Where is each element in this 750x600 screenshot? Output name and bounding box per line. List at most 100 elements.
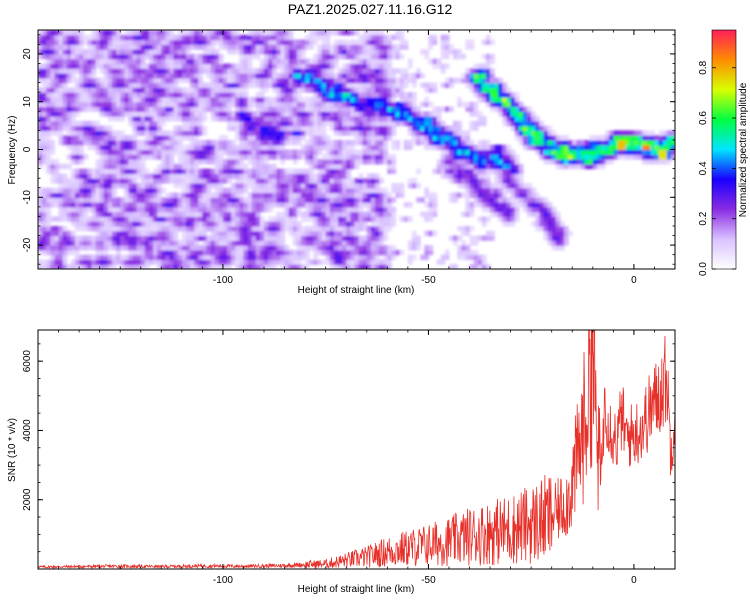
heatmap-cell [514,178,520,184]
heatmap-cell [543,130,549,136]
heatmap-cell [120,235,125,241]
heatmap-cell [346,82,351,88]
heatmap-cell [239,206,245,213]
heatmap-cell [239,63,245,69]
heatmap-cell [317,34,323,41]
heatmap-cell [502,159,508,165]
heatmap-cell [198,77,203,84]
heatmap-cell [629,135,635,141]
heatmap-cell [46,187,51,194]
heatmap-cell [346,139,351,146]
heatmap-cell [231,87,236,93]
heatmap-cell [38,30,43,36]
heatmap-cell [214,230,220,237]
heatmap-cell [218,249,224,256]
heatmap-cell [374,73,380,79]
heatmap-cell [95,135,101,141]
heatmap-cell [329,58,335,65]
heatmap-cell [481,254,487,261]
heatmap-cell [477,202,483,208]
heatmap-cell [264,235,269,241]
heatmap-cell [313,34,319,41]
heatmap-cell [120,216,125,222]
heatmap-cell [91,192,97,198]
heatmap-cell [227,139,232,146]
heatmap-cell [194,168,199,174]
heatmap-cell [116,159,121,165]
heatmap-cell [169,106,175,112]
heatmap-cell [99,173,105,179]
heatmap-cell [329,206,335,213]
heatmap-cell [194,111,199,117]
heatmap-cell [70,197,76,203]
heatmap-cell [370,159,376,165]
heatmap-cell [596,159,602,165]
heatmap-cell [510,96,516,103]
heatmap-cell [165,63,171,69]
heatmap-cell [247,53,253,60]
heatmap-cell [662,139,668,146]
heatmap-cell [87,187,93,194]
heatmap-cell [317,182,323,189]
heatmap-cell [284,135,290,141]
heatmap-cell [214,73,220,79]
heatmap-cell [342,159,347,165]
heatmap-cell [107,144,113,151]
heatmap-cell [354,125,360,131]
heatmap-cell [670,144,675,151]
heatmap-cell [342,192,347,198]
heatmap-cell [350,73,356,79]
heatmap-cell [272,58,277,65]
heatmap-cell [424,187,430,194]
heatmap-cell [222,101,228,108]
heatmap-cell [601,154,606,160]
heatmap-cell [354,101,360,108]
heatmap-cell [379,259,384,265]
heatmap-cell [276,144,282,151]
heatmap-cell [136,159,142,165]
heatmap-cell [329,92,335,98]
heatmap-cell [190,206,195,213]
heatmap-cell [206,144,212,151]
heatmap-cell [465,44,471,50]
heatmap-cell [305,130,310,136]
heatmap-cell [95,87,101,93]
heatmap-cell [38,187,43,194]
heatmap-cell [448,235,454,241]
heatmap-cell [243,240,249,246]
heatmap-cell [338,206,343,213]
heatmap-cell [251,130,257,136]
heatmap-cell [54,73,60,79]
heatmap-cell [264,58,269,65]
heatmap-cell [329,144,335,151]
heatmap-cell [144,187,150,194]
heatmap-cell [227,87,232,93]
heatmap-cell [321,245,327,251]
heatmap-cell [354,211,360,218]
heatmap-cell [494,173,499,179]
heatmap-cell [321,111,327,117]
heatmap-cell [383,254,388,261]
heatmap-cell [128,221,134,227]
heatmap-cell [79,182,84,189]
heatmap-cell [362,178,368,184]
heatmap-cell [354,230,360,237]
heatmap-cell [124,225,130,232]
heatmap-cell [202,202,208,208]
heatmap-cell [268,245,273,251]
heatmap-cell [185,182,191,189]
heatmap-cell [214,96,220,103]
heatmap-cell [490,144,495,151]
heatmap-cell [62,245,68,251]
heatmap-cell [662,135,668,141]
heatmap-cell [321,73,327,79]
heatmap-cell [268,63,273,69]
heatmap-cell [103,230,109,237]
heatmap-cell [50,264,56,269]
heatmap-cell [473,101,479,108]
heatmap-cell [206,235,212,241]
heatmap-cell [87,77,93,84]
heatmap-cell [243,63,249,69]
heatmap-cell [136,249,142,256]
heatmap-cell [173,96,179,103]
